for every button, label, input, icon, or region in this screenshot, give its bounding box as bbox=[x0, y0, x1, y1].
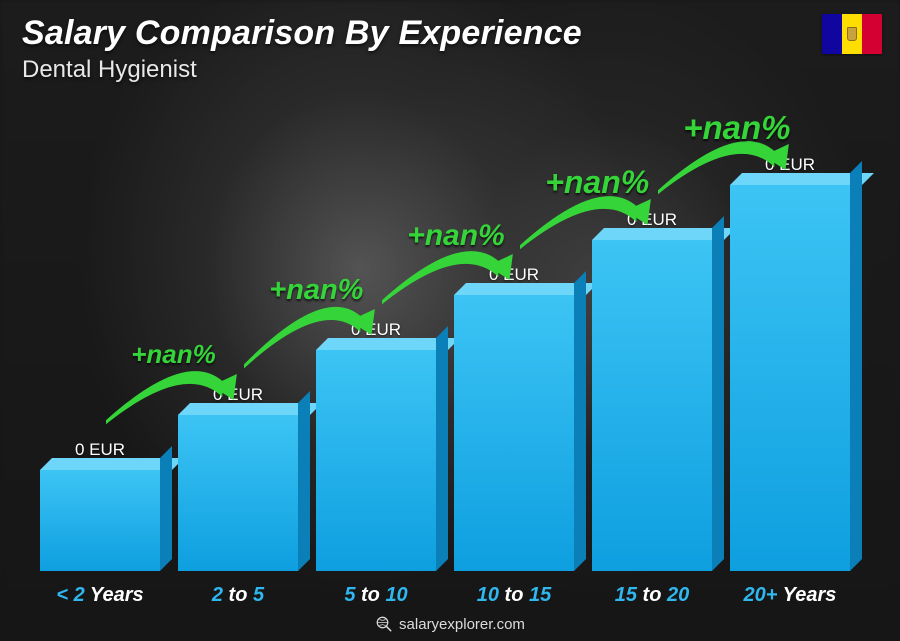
x-label-5: 20+ Years bbox=[730, 584, 850, 607]
attribution-text: salaryexplorer.com bbox=[399, 616, 525, 633]
bar-3d bbox=[592, 240, 712, 571]
bar-3d bbox=[40, 470, 160, 571]
x-label-4: 15 to 20 bbox=[592, 584, 712, 607]
pct-label-5: +nan% bbox=[683, 109, 790, 147]
bar-5: 0 EUR bbox=[730, 111, 850, 571]
pct-label-1: +nan% bbox=[131, 339, 216, 370]
page-subtitle: Dental Hygienist bbox=[22, 56, 197, 84]
bar-value-label: 0 EUR bbox=[213, 385, 263, 405]
x-label-0: < 2 Years bbox=[40, 584, 160, 607]
x-label-3: 10 to 15 bbox=[454, 584, 574, 607]
bar-value-label: 0 EUR bbox=[489, 265, 539, 285]
page-title: Salary Comparison By Experience bbox=[22, 14, 582, 53]
x-axis-labels: < 2 Years 2 to 5 5 to 10 10 to 15 15 to 20 20… bbox=[40, 584, 850, 607]
x-label-2: 5 to 10 bbox=[316, 584, 436, 607]
bar-3d bbox=[316, 350, 436, 571]
bar-2: 0 EUR bbox=[316, 111, 436, 571]
bar-value-label: 0 EUR bbox=[627, 210, 677, 230]
x-label-1: 2 to 5 bbox=[178, 584, 298, 607]
country-flag-andorra bbox=[822, 14, 882, 54]
flag-stripe-1 bbox=[822, 14, 842, 54]
bar-3d bbox=[730, 185, 850, 571]
flag-emblem bbox=[847, 27, 857, 41]
flag-stripe-3 bbox=[862, 14, 882, 54]
bar-value-label: 0 EUR bbox=[765, 155, 815, 175]
bar-value-label: 0 EUR bbox=[75, 440, 125, 460]
pct-label-4: +nan% bbox=[545, 164, 649, 201]
globe-search-icon bbox=[375, 615, 393, 633]
pct-label-2: +nan% bbox=[269, 274, 363, 307]
pct-label-3: +nan% bbox=[407, 219, 505, 253]
bar-3d bbox=[454, 295, 574, 571]
attribution: salaryexplorer.com bbox=[0, 615, 900, 633]
bar-3d bbox=[178, 415, 298, 571]
flag-stripe-2 bbox=[842, 14, 862, 54]
